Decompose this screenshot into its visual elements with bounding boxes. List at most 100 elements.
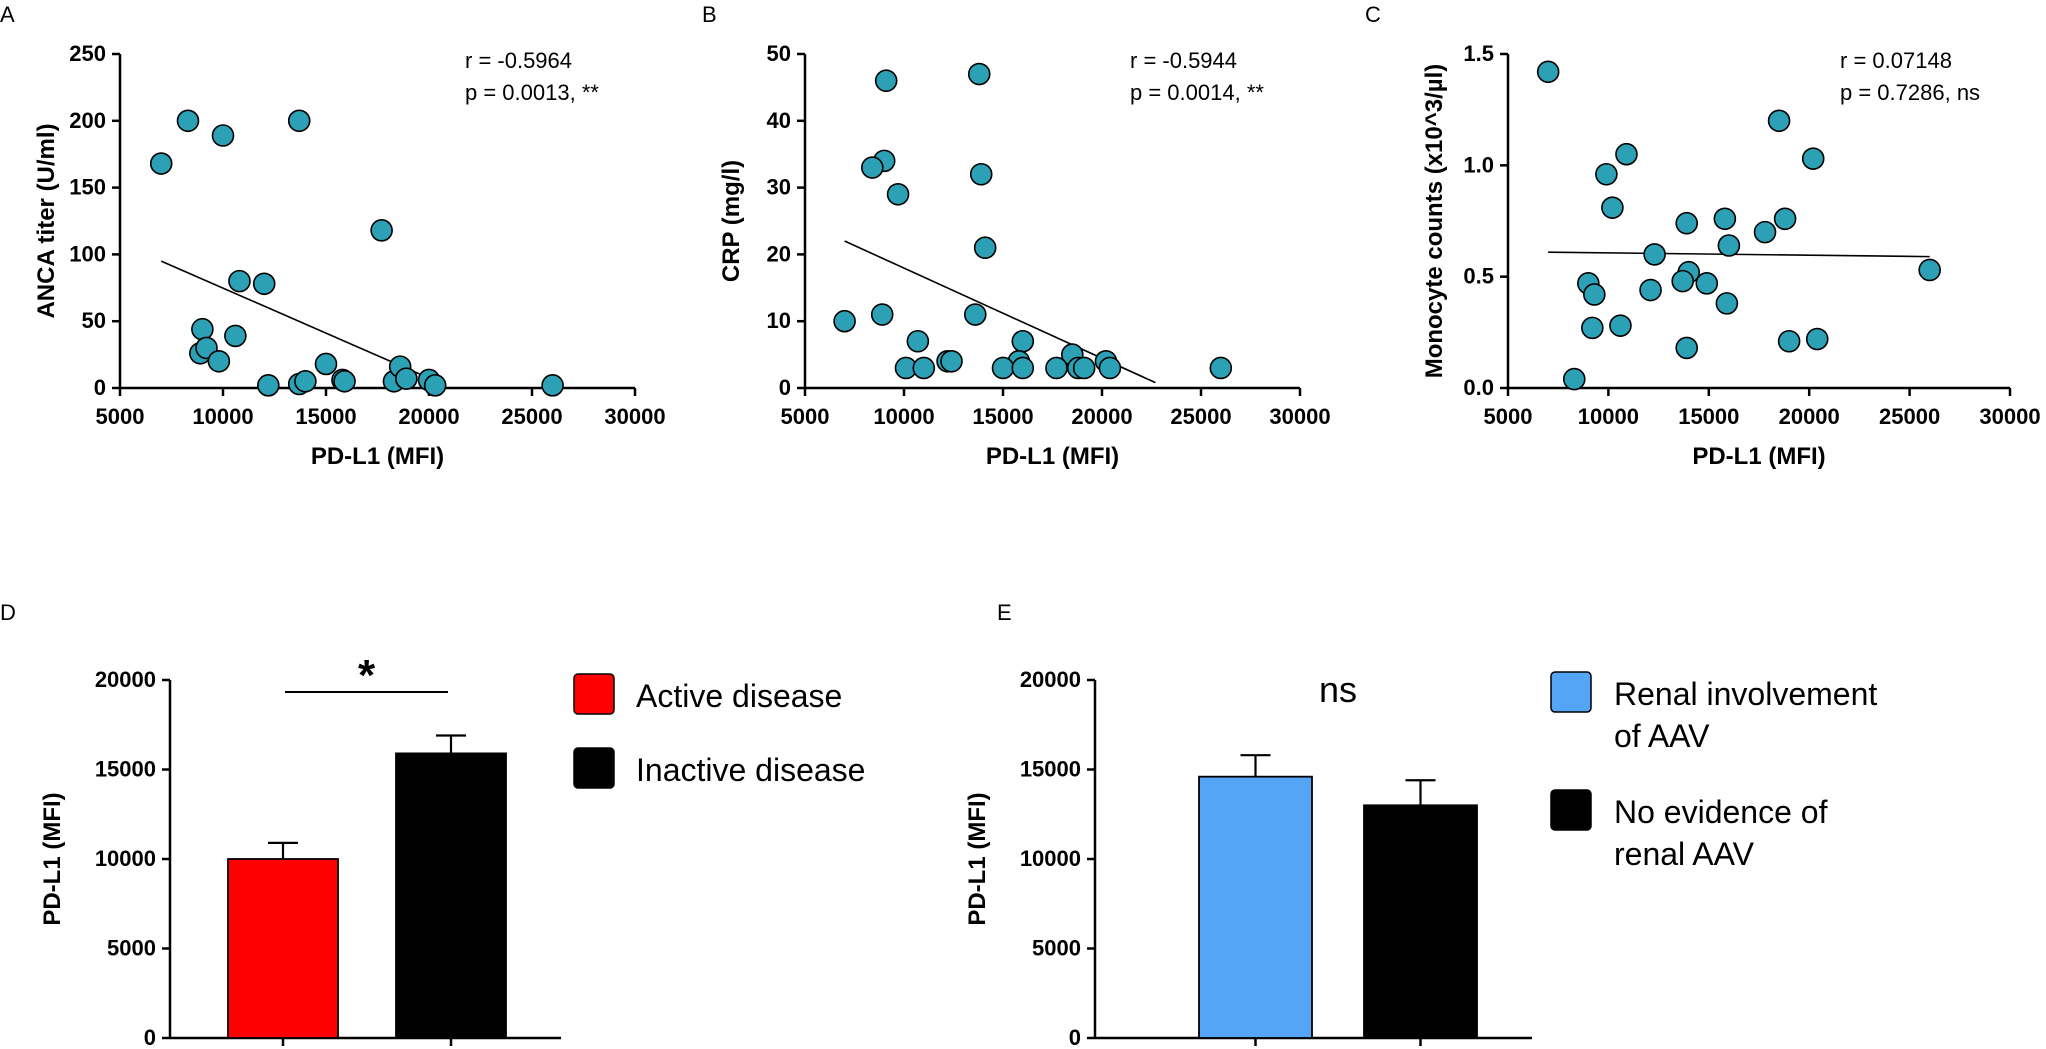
data-point [1713, 207, 1737, 231]
y-tick-label: 20000 [95, 667, 156, 692]
y-tick-label: 0 [94, 375, 106, 400]
y-tick-label: 15000 [95, 757, 156, 782]
legend-label: of AAV [1614, 718, 1710, 754]
y-tick-label: 0 [1069, 1025, 1081, 1049]
y-tick-label: 5000 [107, 936, 156, 961]
data-point [149, 152, 173, 175]
x-tick-label: 10000 [1578, 404, 1639, 429]
panel-letter: B [702, 2, 717, 27]
y-tick-label: 100 [69, 241, 106, 266]
data-point [191, 317, 214, 341]
y-axis-title: PD-L1 (MFI) [39, 792, 66, 925]
correlation-r: r = 0.07148 [1840, 48, 1952, 73]
x-tick-label: 25000 [1170, 404, 1231, 429]
bar [1363, 804, 1478, 1039]
y-tick-label: 40 [767, 108, 791, 133]
data-point [991, 356, 1015, 380]
data-point [1801, 147, 1825, 170]
data-point [1562, 367, 1586, 391]
data-point [967, 62, 991, 86]
data-point [211, 124, 235, 147]
data-point [870, 303, 894, 326]
correlation-r: r = -0.5944 [1130, 48, 1237, 73]
legend-label: Active disease [636, 678, 842, 714]
y-tick-label: 150 [69, 175, 106, 200]
x-tick-label: 10000 [873, 404, 934, 429]
x-tick-label: 5000 [1484, 404, 1533, 429]
data-point [252, 272, 276, 296]
data-point [1045, 356, 1068, 380]
correlation-r: r = -0.5964 [465, 48, 572, 73]
data-point [1777, 329, 1801, 353]
x-tick-label: 30000 [1269, 404, 1330, 429]
panel-c: C 0.0 0.5 1.0 1.5 5000 10000 15000 20000 25000 300… [1365, 2, 2041, 470]
x-tick-label: 25000 [1879, 404, 1940, 429]
data-point [370, 219, 393, 242]
legend-label: Inactive disease [636, 752, 865, 788]
data-point [1675, 336, 1699, 360]
data-point [541, 374, 564, 397]
data-point [1072, 356, 1096, 380]
y-tick-label: 20 [767, 241, 791, 266]
y-tick-label: 50 [82, 308, 106, 333]
data-point [1671, 269, 1694, 293]
panel-letter: C [1365, 2, 1381, 27]
legend-swatch [1550, 789, 1592, 831]
x-axis-title: PD-L1 (MFI) [311, 443, 444, 470]
x-tick-label: 5000 [96, 404, 145, 429]
data-point [1639, 278, 1662, 302]
y-tick-label: 30 [767, 175, 791, 200]
data-point [1209, 356, 1233, 380]
data-point [969, 162, 993, 186]
data-point [861, 156, 884, 179]
panel-b: B 0 10 20 30 40 50 5000 10000 15000 20000 25000 3000… [702, 2, 1331, 470]
correlation-p: p = 0.7286, ns [1840, 80, 1980, 105]
panel-letter: D [0, 600, 16, 625]
y-tick-label: 1.0 [1463, 152, 1494, 177]
data-point [874, 69, 898, 93]
data-point [294, 370, 317, 393]
data-point [886, 182, 910, 206]
data-point [1011, 356, 1035, 380]
data-point [963, 303, 987, 326]
data-point [1583, 283, 1606, 306]
x-tick-label: 15000 [972, 404, 1033, 429]
y-tick-label: 0 [779, 375, 791, 400]
x-tick-label: 20000 [1071, 404, 1132, 429]
data-point [1717, 234, 1741, 257]
data-point [833, 309, 856, 333]
data-point [940, 349, 963, 373]
legend-label: No evidence of [1614, 794, 1828, 830]
y-tick-label: 200 [69, 108, 106, 133]
legend-swatch [573, 747, 615, 789]
y-tick-label: 20000 [1020, 667, 1081, 692]
data-point [1695, 272, 1719, 295]
panel-d: D 0 5000 10000 15000 20000 PD-L1 (MFI) * Active … [0, 600, 865, 1049]
x-tick-label: 30000 [604, 404, 665, 429]
panel-letter: A [0, 2, 15, 27]
data-point [333, 370, 356, 393]
data-point [1773, 207, 1797, 231]
y-tick-label: 250 [69, 41, 106, 66]
y-tick-label: 10000 [1020, 846, 1081, 871]
bar [395, 752, 507, 1039]
x-tick-label: 20000 [1779, 404, 1840, 429]
data-point [1753, 220, 1777, 244]
data-point [1643, 243, 1666, 266]
data-point [1601, 196, 1624, 219]
x-tick-label: 5000 [781, 404, 830, 429]
data-point [176, 109, 200, 133]
data-point [228, 269, 251, 293]
y-tick-label: 0.0 [1463, 375, 1494, 400]
x-tick-label: 15000 [1678, 404, 1739, 429]
data-point [912, 356, 936, 380]
x-tick-label: 30000 [1979, 404, 2040, 429]
correlation-p: p = 0.0013, ** [465, 80, 599, 105]
data-point [1918, 258, 1941, 282]
y-tick-label: 10 [767, 308, 791, 333]
y-axis-title: PD-L1 (MFI) [964, 792, 991, 925]
data-point [423, 374, 447, 397]
data-point [1536, 60, 1560, 84]
x-tick-label: 15000 [295, 404, 356, 429]
